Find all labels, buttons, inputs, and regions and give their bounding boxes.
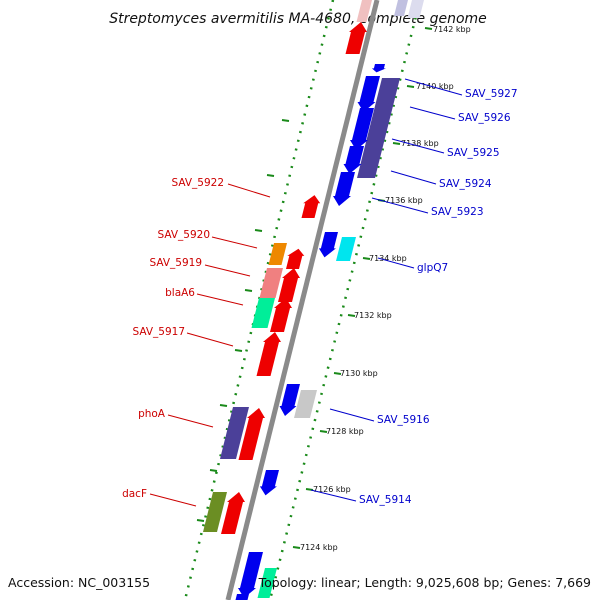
gene-sav5914[interactable] <box>259 470 279 496</box>
gene-bottom-blue2[interactable] <box>235 594 250 600</box>
leader-sav5926 <box>409 106 456 120</box>
gene-label-sav5922[interactable]: SAV_5922 <box>171 177 224 189</box>
ruler-tick <box>254 229 263 232</box>
gene-sav5920-r[interactable] <box>286 248 305 269</box>
gene-sav5927[interactable] <box>357 78 400 178</box>
ruler-tick <box>319 430 328 433</box>
kbp-label-7142: 7142 kbp <box>433 25 471 34</box>
gene-blaa6-r[interactable] <box>270 298 292 332</box>
topology-text: Topology: linear; Length: 9,025,608 bp; … <box>258 575 591 590</box>
map-title: Streptomyces avermitilis MA-4680, comple… <box>109 11 487 27</box>
gene-top-pink[interactable] <box>356 0 373 22</box>
gene-sav5919-r[interactable] <box>278 268 300 302</box>
gene-glpq7[interactable] <box>336 237 356 261</box>
leader-sav5920 <box>211 236 258 249</box>
ruler-ticks <box>196 27 433 549</box>
leader-sav5916 <box>329 408 375 422</box>
gene-label-sav5926[interactable]: SAV_5926 <box>458 112 511 124</box>
gene-label-blaa6[interactable]: blaA6 <box>165 287 195 299</box>
gene-label-sav5919[interactable]: SAV_5919 <box>149 257 202 269</box>
gene-label-sav5925[interactable]: SAV_5925 <box>447 147 500 159</box>
gene-dacf[interactable] <box>203 492 227 532</box>
gene-sav5917[interactable] <box>256 332 282 376</box>
kbp-label-7128: 7128 kbp <box>326 427 364 436</box>
gene-label-sav5923[interactable]: SAV_5923 <box>431 206 484 218</box>
ruler-tick <box>362 257 371 260</box>
ruler-tick <box>244 289 253 292</box>
leader-sav5924 <box>390 170 437 185</box>
gene-label-phoa[interactable]: phoA <box>138 408 166 420</box>
ruler-tick <box>424 27 433 30</box>
ruler-tick <box>234 349 243 352</box>
gene-sav5925[interactable] <box>343 146 365 174</box>
ruler-tick <box>219 404 228 407</box>
gene-sav5922[interactable] <box>301 195 321 218</box>
ruler-tick <box>392 142 401 145</box>
accession-text: Accession: NC_003155 <box>8 575 150 590</box>
kbp-label-7130: 7130 kbp <box>340 369 378 378</box>
leader-sav5917 <box>186 332 234 347</box>
leader-sav5927 <box>404 78 463 96</box>
gene-label-sav5916[interactable]: SAV_5916 <box>377 414 430 426</box>
gene-label-sav5927[interactable]: SAV_5927 <box>465 88 518 100</box>
kbp-label-7136: 7136 kbp <box>385 196 423 205</box>
gene-bottom-blue[interactable] <box>238 552 263 598</box>
kbp-label-7132: 7132 kbp <box>354 311 392 320</box>
gene-top-purple[interactable] <box>394 0 408 16</box>
gene-blaa6[interactable] <box>251 298 276 328</box>
gene-dacf-r[interactable] <box>221 492 245 534</box>
ruler-tick <box>209 469 218 472</box>
kbp-label-7134: 7134 kbp <box>369 254 407 263</box>
gene-sav5919[interactable] <box>259 268 284 298</box>
gene-sav5924[interactable] <box>333 172 355 206</box>
leader-sav5923 <box>371 197 429 214</box>
kbp-label-7126: 7126 kbp <box>313 485 351 494</box>
gene-label-sav5914[interactable]: SAV_5914 <box>359 494 412 506</box>
gene-sav5916-b[interactable] <box>294 390 317 418</box>
leader-sav5919 <box>204 264 251 277</box>
gene-label-sav5924[interactable]: SAV_5924 <box>439 178 492 190</box>
leader-sav5922 <box>227 183 271 198</box>
leader-glpq7 <box>377 257 415 269</box>
ruler-tick <box>266 174 275 177</box>
gene-top-grey[interactable] <box>407 0 425 18</box>
kbp-label-7140: 7140 kbp <box>416 82 454 91</box>
leader-sav5914 <box>310 489 357 502</box>
gene-phoa[interactable] <box>220 407 249 459</box>
ruler-tick <box>292 546 301 549</box>
gene-top-red[interactable] <box>345 22 368 54</box>
ruler-tick <box>333 372 342 375</box>
ruler-tick <box>196 519 205 522</box>
gene-bottom-teal[interactable] <box>257 568 278 598</box>
gene-label-glpq7[interactable]: glpQ7 <box>417 262 448 274</box>
gene-label-dacf[interactable]: dacF <box>122 488 147 500</box>
leader-dacf <box>149 493 197 507</box>
kbp-label-7138: 7138 kbp <box>401 139 439 148</box>
gene-features <box>203 0 424 600</box>
genome-backbone <box>225 0 380 600</box>
gene-label-sav5920[interactable]: SAV_5920 <box>157 229 210 241</box>
gene-label-sav5917[interactable]: SAV_5917 <box>132 326 185 338</box>
leader-sav5925 <box>391 138 445 154</box>
right-leader-lines <box>310 78 463 502</box>
gene-sav5923[interactable] <box>318 232 338 258</box>
gene-sav5926-b[interactable] <box>350 108 374 150</box>
left-leader-lines <box>149 183 271 507</box>
gene-sav5926-a[interactable] <box>357 76 381 112</box>
gene-sav5916-a[interactable] <box>279 384 301 416</box>
left-ruler-guide <box>183 0 335 600</box>
gene-sav5920[interactable] <box>268 243 288 265</box>
leader-blaa6 <box>196 293 244 306</box>
ruler-tick <box>347 314 356 317</box>
kbp-label-7124: 7124 kbp <box>300 543 338 552</box>
gene-phoa-r[interactable] <box>238 408 266 460</box>
ruler-tick <box>281 119 290 122</box>
ruler-tick <box>406 85 415 88</box>
leader-phoa <box>167 414 214 428</box>
gene-small-top[interactable] <box>371 64 386 73</box>
